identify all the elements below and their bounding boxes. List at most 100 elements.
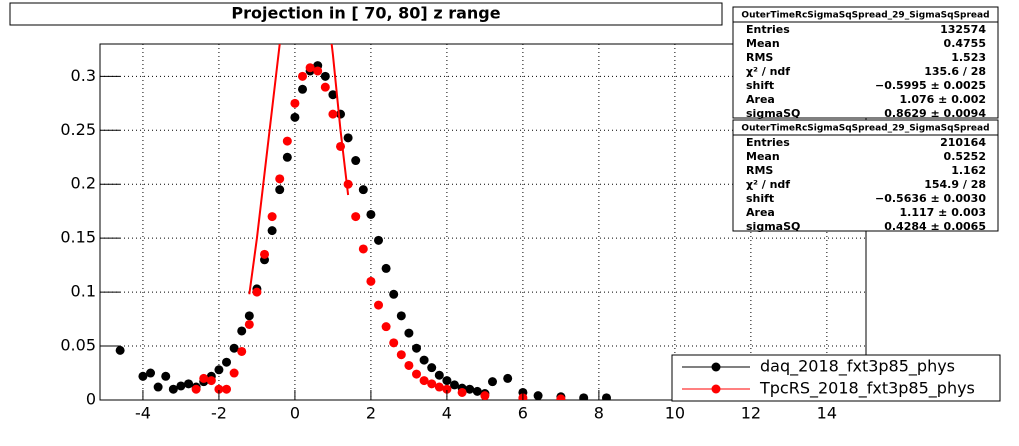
point	[442, 376, 452, 386]
stats-label: χ² / ndf	[746, 178, 790, 191]
point	[267, 212, 277, 222]
point	[434, 370, 444, 380]
point	[351, 156, 361, 166]
stats-label: shift	[746, 79, 774, 92]
point	[396, 311, 406, 321]
point	[579, 393, 589, 400]
x-tick-label: -2	[211, 404, 227, 423]
stats-label: Mean	[746, 37, 780, 50]
stats-value: −0.5995 ± 0.0025	[875, 79, 986, 92]
point	[442, 384, 452, 394]
point	[252, 287, 262, 297]
point	[343, 133, 353, 143]
stats-value: 0.5252	[944, 150, 986, 163]
point	[260, 249, 270, 259]
point	[412, 369, 422, 379]
fit-line	[248, 44, 350, 295]
point	[465, 384, 475, 394]
point	[328, 109, 338, 119]
legend-marker	[711, 362, 721, 372]
stats-label: Mean	[746, 150, 780, 163]
point	[427, 363, 437, 373]
point	[222, 357, 232, 367]
stats-label: Entries	[746, 136, 790, 149]
x-tick-label: 12	[741, 404, 761, 423]
stats-label: χ² / ndf	[746, 65, 790, 78]
point	[396, 350, 406, 360]
x-tick-label: 2	[366, 404, 376, 423]
point	[419, 376, 429, 386]
point	[320, 71, 330, 81]
y-tick-label: 0.3	[71, 66, 96, 85]
point	[305, 63, 315, 73]
stats-value: 210164	[940, 136, 986, 149]
point	[237, 326, 247, 336]
point	[244, 311, 254, 321]
x-tick-label: 10	[665, 404, 685, 423]
point	[222, 384, 232, 394]
stats-label: Entries	[746, 23, 790, 36]
point	[381, 263, 391, 273]
point	[457, 387, 467, 397]
stats-value: 1.523	[951, 51, 986, 64]
point	[229, 343, 239, 353]
x-tick-label: 6	[518, 404, 528, 423]
point	[214, 365, 224, 375]
point	[168, 384, 178, 394]
point	[275, 174, 285, 184]
stats-value: 0.4284 ± 0.0065	[884, 220, 986, 233]
point	[533, 391, 543, 400]
point	[366, 209, 376, 219]
point	[358, 185, 368, 195]
point	[404, 328, 414, 338]
y-tick-label: 0	[86, 390, 96, 409]
point	[298, 71, 308, 81]
x-tick-label: -4	[135, 404, 151, 423]
stats-label: Area	[746, 206, 775, 219]
point	[374, 300, 384, 310]
point	[237, 346, 247, 356]
point	[366, 276, 376, 286]
legend-box	[671, 354, 1001, 402]
stats-value: 0.8629 ± 0.0094	[884, 107, 986, 120]
point	[404, 360, 414, 370]
point	[389, 289, 399, 299]
chart-title: Projection in [ 70, 80] z range	[231, 4, 500, 23]
stats-label: sigmaSQ	[746, 220, 800, 233]
y-tick-label: 0.2	[71, 174, 96, 193]
stats-value: 135.6 / 28	[924, 65, 986, 78]
point	[472, 386, 482, 396]
point	[229, 368, 239, 378]
y-tick-label: 0.15	[60, 228, 96, 247]
point	[161, 371, 171, 381]
point	[487, 377, 497, 387]
x-tick-label: 14	[817, 404, 837, 423]
stats-label: sigmaSQ	[746, 107, 800, 120]
point	[389, 338, 399, 348]
plot-area	[100, 44, 866, 400]
stats-box	[732, 6, 999, 119]
point	[450, 380, 460, 390]
point	[146, 368, 156, 378]
point	[290, 98, 300, 108]
point	[427, 379, 437, 389]
point	[328, 90, 338, 100]
legend-marker	[711, 384, 721, 394]
point	[267, 226, 277, 236]
stats-value: 154.9 / 28	[924, 178, 986, 191]
point	[358, 244, 368, 254]
point	[351, 212, 361, 222]
point	[480, 391, 490, 400]
point	[191, 384, 201, 394]
x-tick-label: 0	[290, 404, 300, 423]
point	[115, 345, 125, 355]
stats-value: 1.117 ± 0.003	[900, 206, 986, 219]
point	[374, 235, 384, 245]
title-box	[9, 2, 723, 26]
point	[282, 152, 292, 162]
y-tick-label: 0.25	[60, 120, 96, 139]
point	[184, 379, 194, 389]
stats-label: RMS	[746, 164, 773, 177]
point	[199, 373, 209, 383]
